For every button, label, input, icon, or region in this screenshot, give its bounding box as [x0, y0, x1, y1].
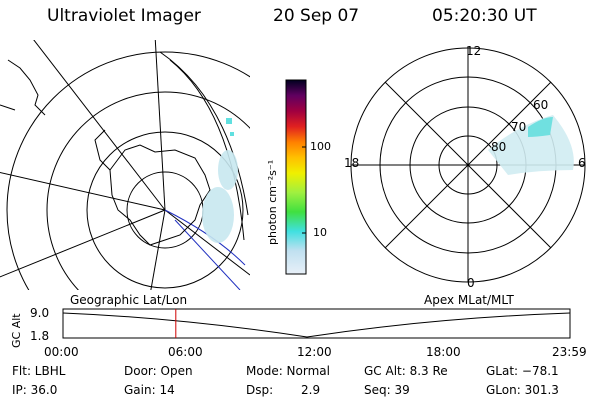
colorbar-unit-label: photon cm⁻²s⁻¹: [266, 159, 279, 245]
lat-circle: [86, 131, 244, 289]
timeline-left-label: Geographic Lat/Lon: [70, 293, 188, 307]
lat-label-80: 80: [491, 140, 507, 154]
aurora-glow: [218, 150, 238, 190]
info-gc-alt: GC Alt: 8.3 Re: [364, 364, 448, 378]
altitude-curve: [62, 312, 571, 338]
info-door: Door: Open: [124, 364, 193, 378]
meridian-line: [150, 209, 166, 290]
orbit-track: [174, 219, 241, 290]
antarctica-outline: [109, 144, 211, 246]
timeline-axis-label: GC Alt: [10, 313, 23, 348]
info-mode: Mode: Normal: [246, 364, 330, 378]
meridian-line: [164, 209, 250, 276]
info-dsp-value: 2.9: [301, 383, 321, 397]
timeline-tick-2359: 23:59: [552, 345, 587, 359]
peninsula-outline: [94, 129, 111, 171]
polar-mlt-plot: [350, 47, 586, 283]
geographic-map: [0, 40, 250, 290]
info-glon: GLon: 301.3: [486, 383, 559, 397]
mlt-label-18: 18: [344, 156, 360, 170]
info-gain: Gain: 14: [124, 383, 175, 397]
coastline: [0, 104, 16, 111]
date-label: 20 Sep 07: [273, 6, 360, 26]
info-dsp-label: Dsp:: [246, 383, 274, 397]
mlt-axis-diagonal: [384, 81, 552, 249]
colorbar-gradient: [285, 79, 307, 275]
mlt-label-12: 12: [466, 44, 482, 58]
limb-arc: [169, 59, 245, 241]
info-ip: IP: 36.0: [12, 383, 58, 397]
timeline-tick-1800: 18:00: [426, 345, 461, 359]
time-label: 05:20:30 UT: [432, 6, 537, 26]
aurora-pixel: [230, 132, 234, 136]
info-glat: GLat: −78.1: [486, 364, 559, 378]
mlt-label-6: 6: [578, 156, 586, 170]
info-filter: Flt: LBHL: [12, 364, 66, 378]
colorbar-tick-100: 100: [310, 140, 331, 153]
meridian-line: [0, 209, 166, 278]
aurora-oval: [488, 115, 574, 175]
meridian-line: [154, 40, 166, 211]
colorbar-tick-10: 10: [313, 226, 327, 239]
lat-circle: [6, 51, 250, 290]
limb-arc: [159, 51, 249, 216]
timeline-y-bottom: 1.8: [30, 329, 50, 343]
aurora-bright: [528, 117, 553, 137]
instrument-title: Ultraviolet Imager: [47, 6, 201, 26]
altitude-timeline: [62, 308, 571, 339]
timeline-right-label: Apex MLat/MLT: [424, 293, 514, 307]
timeline-y-top: 9.0: [30, 306, 50, 320]
timeline-tick-0000: 00:00: [44, 345, 79, 359]
lat-label-70: 70: [511, 120, 527, 134]
aurora-glow: [202, 187, 234, 243]
lat-circle: [46, 91, 250, 290]
timeline-frame: [62, 308, 571, 339]
timeline-tick-0600: 06:00: [168, 345, 203, 359]
meridian-line: [33, 40, 166, 211]
info-seq: Seq: 39: [364, 383, 410, 397]
lat-label-60: 60: [533, 98, 549, 112]
timeline-tick-1200: 12:00: [297, 345, 332, 359]
aurora-pixel: [226, 118, 232, 124]
mlt-label-0: 0: [467, 276, 475, 290]
colorbar: [285, 79, 307, 275]
south-america-outline: [7, 59, 46, 116]
meridian-line: [0, 172, 166, 211]
